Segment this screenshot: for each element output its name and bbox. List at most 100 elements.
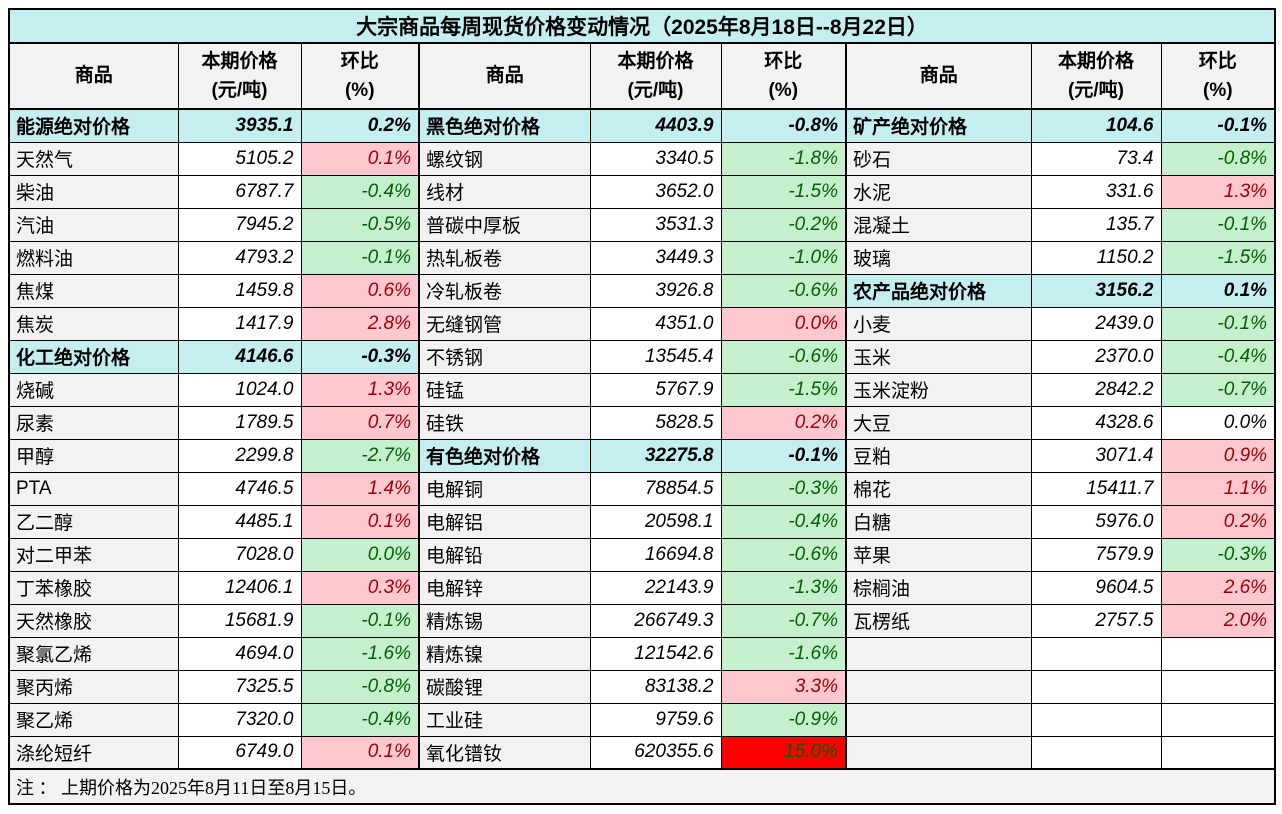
- price-value-cell: 16694.8: [589, 537, 722, 572]
- pct-change-cell: 0.1%: [300, 141, 420, 176]
- price-value-cell: 1417.9: [177, 306, 302, 341]
- pct-change-cell: 0.0%: [300, 537, 420, 572]
- commodity-name-cell: 氧化镨钕: [418, 735, 591, 770]
- pct-change-cell: -0.3%: [1160, 537, 1277, 572]
- table-row: 甲醇 2299.8 -2.7% 有色绝对价格 32275.8 -0.1% 豆粕 3071.4 0…: [8, 438, 1277, 473]
- pct-change-cell: -1.6%: [300, 636, 420, 671]
- commodity-name-cell: 有色绝对价格: [418, 438, 591, 473]
- price-value-cell: 1789.5: [177, 405, 302, 440]
- pct-change-cell: 0.7%: [300, 405, 420, 440]
- commodity-name-cell: 天然气: [8, 141, 179, 176]
- pct-change-cell: 0.3%: [300, 570, 420, 605]
- commodity-name-cell: 玉米淀粉: [845, 372, 1032, 407]
- commodity-name-cell: 玉米: [845, 339, 1032, 374]
- commodity-name-cell: 普碳中厚板: [418, 207, 591, 242]
- price-value-cell: 331.6: [1030, 174, 1162, 209]
- column-header-pct: 环比 (%): [720, 42, 847, 110]
- commodity-name-cell: 电解锌: [418, 570, 591, 605]
- pct-change-cell: 0.2%: [720, 405, 847, 440]
- pct-change-cell: 2.0%: [1160, 603, 1277, 638]
- price-value-cell: [1030, 669, 1162, 704]
- column-header-commodity: 商品: [845, 42, 1032, 110]
- commodity-name-cell: 无缝钢管: [418, 306, 591, 341]
- pct-change-cell: 15.0%: [720, 735, 847, 770]
- pct-change-cell: -2.7%: [300, 438, 420, 473]
- commodity-name-cell: [845, 669, 1032, 704]
- price-value-cell: 15681.9: [177, 603, 302, 638]
- price-value-cell: 4351.0: [589, 306, 722, 341]
- price-value-cell: 22143.9: [589, 570, 722, 605]
- table-row: 聚丙烯 7325.5 -0.8% 碳酸锂 83138.2 3.3%: [8, 669, 1277, 704]
- price-value-cell: 104.6: [1030, 108, 1162, 143]
- price-value-cell: 4146.6: [177, 339, 302, 374]
- price-value-cell: [1030, 636, 1162, 671]
- price-value-cell: 4746.5: [177, 471, 302, 506]
- commodity-name-cell: 烧碱: [8, 372, 179, 407]
- commodity-name-cell: 工业硅: [418, 702, 591, 737]
- pct-change-cell: -1.8%: [720, 141, 847, 176]
- price-value-cell: 3531.3: [589, 207, 722, 242]
- column-header-row: 商品 本期价格 (元/吨) 环比 (%) 商品 本期价格 (元/吨): [8, 42, 1277, 110]
- table-row: 燃料油 4793.2 -0.1% 热轧板卷 3449.3 -1.0% 玻璃 1150.2 -1.…: [8, 240, 1277, 275]
- price-value-cell: 4403.9: [589, 108, 722, 143]
- commodity-name-cell: 涤纶短纤: [8, 735, 179, 770]
- table-row: 尿素 1789.5 0.7% 硅铁 5828.5 0.2% 大豆 4328.6 0.0%: [8, 405, 1277, 440]
- price-value-cell: 2757.5: [1030, 603, 1162, 638]
- price-value-cell: 83138.2: [589, 669, 722, 704]
- price-value-cell: 3156.2: [1030, 273, 1162, 308]
- pct-change-cell: -0.4%: [720, 504, 847, 539]
- pct-change-cell: -0.6%: [720, 537, 847, 572]
- table-row: 对二甲苯 7028.0 0.0% 电解铅 16694.8 -0.6% 苹果 7579.9 -0.…: [8, 537, 1277, 572]
- pct-change-cell: -0.1%: [1160, 306, 1277, 341]
- column-header-commodity-label: 商品: [919, 65, 958, 87]
- price-value-cell: 4793.2: [177, 240, 302, 275]
- commodity-name-cell: 瓦楞纸: [845, 603, 1032, 638]
- price-value-cell: 5105.2: [177, 141, 302, 176]
- commodity-name-cell: 热轧板卷: [418, 240, 591, 275]
- pct-change-cell: 3.3%: [720, 669, 847, 704]
- pct-change-cell: -1.5%: [1160, 240, 1277, 275]
- price-value-cell: 3340.5: [589, 141, 722, 176]
- pct-change-cell: 1.1%: [1160, 471, 1277, 506]
- pct-change-cell: -0.1%: [1160, 108, 1277, 143]
- commodity-name-cell: 对二甲苯: [8, 537, 179, 572]
- commodity-name-cell: 聚丙烯: [8, 669, 179, 704]
- pct-change-cell: -0.4%: [1160, 339, 1277, 374]
- column-header-pct-line1: 环比: [340, 50, 379, 72]
- price-value-cell: 1150.2: [1030, 240, 1162, 275]
- pct-change-cell: -0.8%: [1160, 141, 1277, 176]
- pct-change-cell: -0.7%: [720, 603, 847, 638]
- pct-change-cell: 0.0%: [720, 306, 847, 341]
- table-row: 聚氯乙烯 4694.0 -1.6% 精炼镍 121542.6 -1.6%: [8, 636, 1277, 671]
- commodity-name-cell: 尿素: [8, 405, 179, 440]
- commodity-name-cell: 硅铁: [418, 405, 591, 440]
- pct-change-cell: 2.8%: [300, 306, 420, 341]
- commodity-name-cell: 农产品绝对价格: [845, 273, 1032, 308]
- price-value-cell: 6787.7: [177, 174, 302, 209]
- column-header-price: 本期价格 (元/吨): [589, 42, 722, 110]
- price-value-cell: 5767.9: [589, 372, 722, 407]
- commodity-name-cell: 混凝土: [845, 207, 1032, 242]
- column-header-commodity: 商品: [418, 42, 591, 110]
- commodity-name-cell: [845, 702, 1032, 737]
- commodity-name-cell: 焦煤: [8, 273, 179, 308]
- column-header-pct: 环比 (%): [300, 42, 420, 110]
- commodity-name-cell: 不锈钢: [418, 339, 591, 374]
- price-value-cell: 1459.8: [177, 273, 302, 308]
- price-value-cell: [1030, 735, 1162, 770]
- pct-change-cell: -0.1%: [720, 438, 847, 473]
- table-row: 能源绝对价格 3935.1 0.2% 黑色绝对价格 4403.9 -0.8% 矿产绝对价格 1…: [8, 108, 1277, 143]
- column-header-price-line2: (元/吨): [211, 80, 268, 101]
- commodity-name-cell: 乙二醇: [8, 504, 179, 539]
- price-value-cell: 6749.0: [177, 735, 302, 770]
- footnote-row: 注 ： 上期价格为2025年8月11日至8月15日。: [8, 768, 1276, 805]
- price-value-cell: 3652.0: [589, 174, 722, 209]
- commodity-name-cell: 化工绝对价格: [8, 339, 179, 374]
- commodity-name-cell: 柴油: [8, 174, 179, 209]
- pct-change-cell: -0.7%: [1160, 372, 1277, 407]
- commodity-name-cell: [845, 735, 1032, 770]
- table-row: 天然气 5105.2 0.1% 螺纹钢 3340.5 -1.8% 砂石 73.4 -0.8%: [8, 141, 1277, 176]
- commodity-name-cell: 小麦: [845, 306, 1032, 341]
- column-header-pct-line1: 环比: [764, 50, 803, 72]
- table-row: 柴油 6787.7 -0.4% 线材 3652.0 -1.5% 水泥 331.6 1.3%: [8, 174, 1277, 209]
